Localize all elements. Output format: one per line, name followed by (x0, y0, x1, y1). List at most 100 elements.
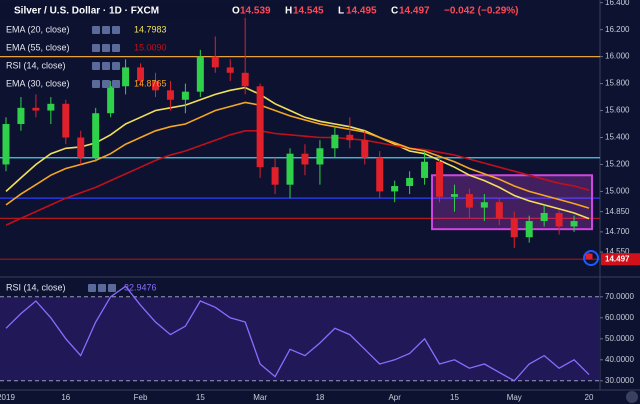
candle-body (241, 72, 249, 87)
candle-body (555, 212, 563, 227)
last-price-tag (601, 253, 640, 266)
candle-body (331, 134, 339, 149)
rsi-tick-label: 60.0000 (605, 313, 634, 322)
candle-body (196, 56, 204, 92)
y-tick-label: 16.200 (605, 25, 630, 34)
candle-body (510, 218, 518, 238)
candle-body (525, 221, 533, 238)
candle-body (540, 212, 548, 222)
legend-value: 15.0090 (134, 42, 167, 52)
candle-body (271, 167, 279, 185)
candle-body (107, 86, 115, 114)
candle-body (495, 202, 503, 219)
candle-body (77, 137, 85, 158)
ohlc-key: O (232, 6, 240, 17)
candle-body (585, 253, 593, 260)
legend-button[interactable] (92, 62, 100, 70)
legend-button[interactable] (98, 284, 106, 292)
y-tick-label: 14.850 (605, 207, 630, 216)
rsi-tick-label: 30.0000 (605, 376, 634, 385)
y-tick-label: 15.000 (605, 187, 630, 196)
y-tick-label: 15.600 (605, 106, 630, 115)
legend-button[interactable] (112, 26, 120, 34)
chart-title: Silver / U.S. Dollar · 1D · FXCM (14, 6, 159, 17)
legend-entry: RSI (14, close) (6, 60, 66, 70)
y-tick-label: 16.000 (605, 52, 630, 61)
candle-body (151, 80, 159, 91)
ema-line (5, 86, 590, 220)
x-tick-label: May (507, 393, 522, 402)
candle-body (211, 56, 219, 68)
candle-body (92, 113, 100, 158)
candle-body (406, 177, 414, 187)
candle-body (480, 202, 488, 208)
x-tick-label: 20 (585, 393, 594, 402)
candle-body (166, 90, 174, 100)
legend-button[interactable] (102, 26, 110, 34)
candle-body (286, 153, 294, 185)
ema-line (5, 101, 590, 209)
legend-button[interactable] (92, 80, 100, 88)
candle-body (301, 153, 309, 165)
candle-body (256, 86, 264, 168)
candle-body (570, 221, 578, 227)
candle-body (122, 67, 130, 87)
y-tick-label: 15.800 (605, 79, 630, 88)
rsi-tick-label: 50.0000 (605, 334, 634, 343)
legend-button[interactable] (102, 44, 110, 52)
x-tick-label: 15 (196, 393, 205, 402)
x-tick-label: 15 (450, 393, 459, 402)
legend-button[interactable] (112, 62, 120, 70)
y-tick-label: 14.550 (605, 247, 630, 256)
legend-button[interactable] (112, 44, 120, 52)
legend-button[interactable] (92, 26, 100, 34)
x-tick-label: 16 (61, 393, 70, 402)
legend-button[interactable] (108, 284, 116, 292)
legend-value: 14.8765 (134, 78, 167, 88)
legend-button[interactable] (102, 80, 110, 88)
candle-body (47, 103, 55, 111)
change-label: −0.042 (−0.29%) (444, 6, 519, 17)
candle-body (436, 161, 444, 197)
legend-button[interactable] (92, 44, 100, 52)
candle-body (62, 103, 70, 138)
x-tick-label: 2019 (0, 393, 15, 402)
y-tick-label: 15.200 (605, 160, 630, 169)
ohlc-value: 14.539 (240, 6, 271, 17)
candle-body (376, 157, 384, 192)
rsi-band (0, 296, 600, 381)
auto-button[interactable] (626, 391, 638, 403)
candle-body (361, 140, 369, 158)
legend-button[interactable] (112, 80, 120, 88)
candle-body (450, 194, 458, 197)
candle-body (181, 91, 189, 100)
ohlc-value: 14.495 (346, 6, 377, 17)
rsi-line (5, 285, 590, 382)
ohlc-key: C (391, 6, 398, 17)
ema-line (5, 130, 590, 226)
ohlc-value: 14.497 (399, 6, 430, 17)
candle-body (465, 194, 473, 208)
ohlc-value: 14.545 (293, 6, 324, 17)
candle-body (346, 134, 354, 141)
candle-body (421, 161, 429, 178)
candle-body (17, 107, 25, 125)
legend-value: 14.7983 (134, 24, 167, 34)
legend-entry: EMA (20, close) (6, 24, 70, 34)
candle-body (226, 67, 234, 73)
candle-body (137, 67, 145, 81)
y-tick-label: 14.700 (605, 227, 630, 236)
legend-button[interactable] (88, 284, 96, 292)
rsi-value: 32.9476 (124, 282, 157, 292)
legend-entry: EMA (55, close) (6, 42, 70, 52)
header-bg (0, 2, 370, 18)
last-price-label: 14.497 (605, 254, 630, 263)
candle-body (316, 148, 324, 165)
candle-body (391, 186, 399, 192)
x-tick-label: Apr (388, 393, 401, 402)
highlight-circle (583, 250, 599, 266)
y-tick-label: 15.400 (605, 133, 630, 142)
legend-button[interactable] (102, 62, 110, 70)
